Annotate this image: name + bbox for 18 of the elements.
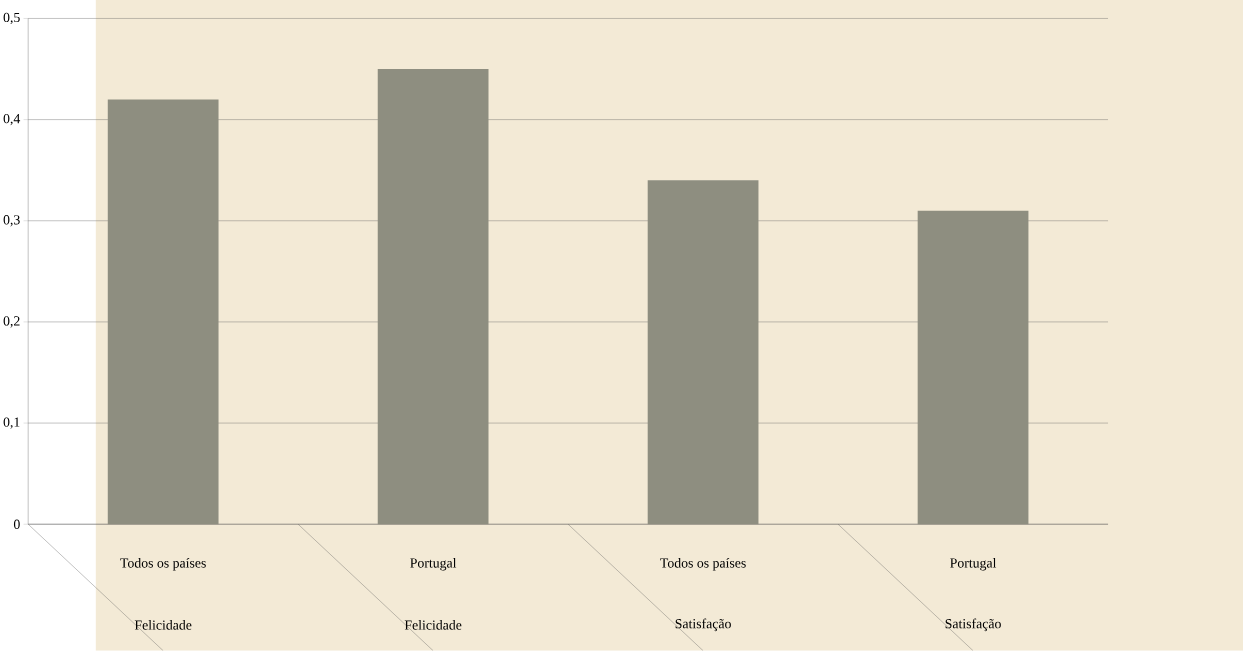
x-tick-label: Todos os países — [660, 558, 746, 571]
x-tick-label: Portugal — [410, 558, 457, 571]
text: Satisfação — [675, 618, 731, 632]
bar — [107, 99, 219, 525]
bar — [917, 210, 1029, 525]
text: Felicidade — [134, 620, 192, 630]
text: Satisfação — [945, 618, 1001, 632]
text: Felicidade — [404, 620, 462, 630]
bar — [377, 69, 489, 525]
y-tick-label: 0,3 — [3, 215, 20, 227]
x-tick-label: Todos os países — [120, 558, 206, 571]
x-tick-label: Portugal — [950, 558, 997, 571]
bar — [647, 180, 759, 525]
y-tick-label: 0 — [13, 519, 20, 529]
y-tick-label: 0,1 — [3, 417, 20, 429]
y-tick-label: 0,2 — [3, 316, 20, 328]
y-tick-label: 0,4 — [3, 114, 21, 126]
y-tick-label: 0,5 — [3, 12, 20, 25]
